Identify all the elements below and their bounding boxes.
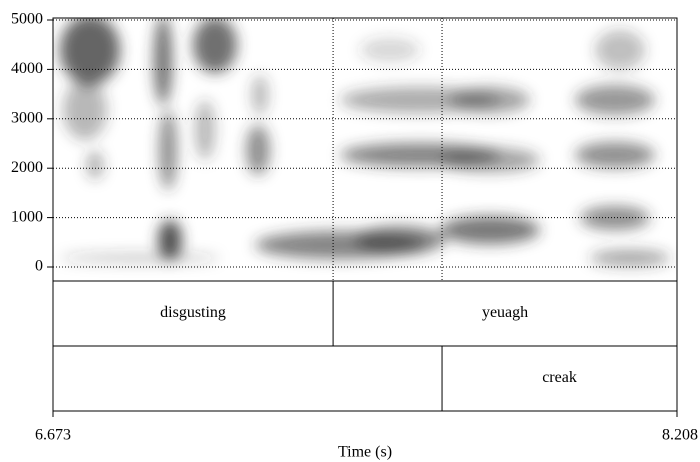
y-tick-label: 3000	[11, 109, 43, 126]
y-tick-label: 0	[35, 258, 43, 275]
y-tick-label: 5000	[11, 11, 43, 28]
x-axis-label: Time (s)	[338, 444, 392, 461]
x-tick-label: 8.208	[662, 427, 698, 444]
y-tick-label: 2000	[11, 159, 43, 176]
interval-label: creak	[542, 369, 577, 386]
y-tick-label: 1000	[11, 208, 43, 225]
y-tick-label: 4000	[11, 60, 43, 77]
interval-label: disgusting	[160, 304, 226, 321]
x-tick-label: 6.673	[35, 427, 71, 444]
interval-label: yeuagh	[482, 304, 528, 321]
spectrogram-image	[60, 18, 670, 266]
tier	[52, 280, 678, 347]
tier	[52, 345, 678, 412]
